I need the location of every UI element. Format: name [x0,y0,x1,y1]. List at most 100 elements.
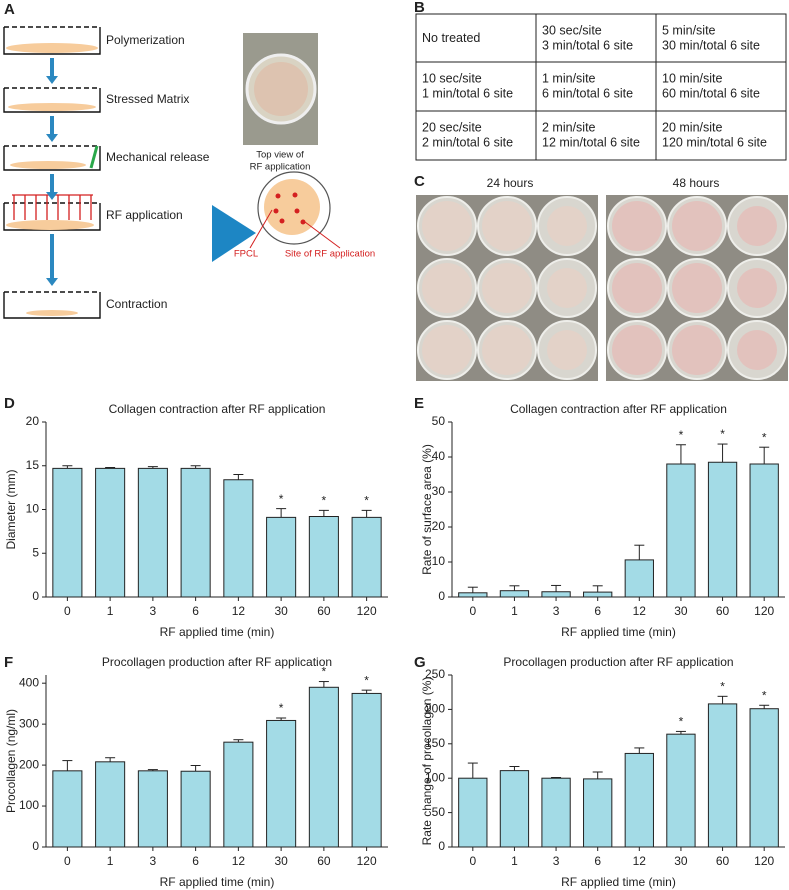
pointer-triangle [212,205,256,262]
table-cell-text: 2 min/site [542,120,596,134]
x-axis-label: RF applied time (min) [160,875,275,889]
y-tick-label: 100 [425,770,445,784]
significance-mark: * [720,427,725,441]
y-tick-label: 100 [19,798,39,812]
panel-label: G [414,654,426,671]
gel [547,268,587,308]
panel-label: B [414,0,425,16]
gel [422,201,472,251]
x-tick-label: 0 [64,604,71,618]
bar [458,592,488,598]
x-tick-label: 1 [511,604,518,618]
x-tick-label: 120 [754,854,774,868]
x-tick-label: 12 [232,854,246,868]
y-tick-label: 50 [432,805,446,819]
x-tick-label: 30 [274,854,288,868]
panel-label: A [4,1,15,18]
chart-title: Procollagen production after RF applicat… [102,655,332,669]
significance-mark: * [762,688,767,702]
significance-mark: * [364,494,369,508]
bar [266,516,297,598]
gel [482,325,532,375]
gel [672,263,722,313]
culture-photos [416,195,788,381]
significance-mark: * [279,492,284,506]
table-cell-text: 1 min/site [542,71,596,85]
gel [737,268,777,308]
x-tick-label: 6 [594,604,601,618]
step-label: Polymerization [106,33,185,47]
bar [499,590,530,598]
table-cell-text: 1 min/total 6 site [422,86,513,100]
step-label: Contraction [106,297,167,311]
step-label: Mechanical release [106,150,210,164]
fpcl-label: FPCL [234,249,258,260]
x-tick-label: 60 [317,604,331,618]
significance-mark: * [679,715,684,729]
y-tick-label: 200 [19,757,39,771]
y-tick-label: 150 [425,736,445,750]
significance-mark: * [720,679,725,693]
site-label: Site of RF application [285,249,375,260]
step-arrows [46,58,58,286]
dish [3,145,101,171]
bar [624,752,654,848]
x-tick-label: 60 [716,604,730,618]
y-tick-label: 20 [432,519,446,533]
x-tick-label: 30 [674,604,688,618]
table-cell-text: 20 min/site [662,120,722,134]
table-cell-text: 6 min/total 6 site [542,86,633,100]
bar [707,703,738,848]
bar [308,516,339,598]
y-tick-label: 0 [32,589,39,603]
y-tick-label: 300 [19,716,39,730]
bar [52,770,83,848]
gel [672,201,722,251]
bar [308,686,339,848]
gel [612,263,662,313]
x-tick-label: 0 [469,854,476,868]
x-axis-label: RF applied time (min) [561,875,676,889]
x-tick-label: 3 [150,854,157,868]
significance-mark: * [322,494,327,508]
x-tick-label: 1 [107,854,114,868]
y-tick-label: 20 [26,414,40,428]
y-tick-label: 10 [26,502,40,516]
significance-mark: * [762,430,767,444]
table-cell-text: 5 min/site [662,23,716,37]
x-axis-label: RF applied time (min) [561,625,676,639]
x-tick-label: 12 [633,604,647,618]
significance-mark: * [322,665,327,679]
bar [266,719,297,848]
bar [666,733,696,848]
bar [541,777,571,848]
gel [422,325,472,375]
dish [3,194,101,231]
bar [666,463,696,598]
x-tick-label: 6 [192,854,199,868]
bar [137,467,168,598]
significance-mark: * [364,673,369,687]
y-tick-label: 5 [32,545,39,559]
panel-label: E [414,395,424,412]
panel-label: D [4,395,15,412]
bar [499,770,530,848]
x-tick-label: 120 [357,604,377,618]
table-cell-text: 3 min/total 6 site [542,38,633,52]
x-tick-label: 12 [232,604,246,618]
photo-time-label: 48 hours [673,176,720,190]
x-tick-label: 6 [192,604,199,618]
bar [707,461,738,598]
bar [583,591,613,598]
y-axis-label: Rate of surface area (%) [420,444,434,575]
y-tick-label: 250 [425,667,445,681]
photo-time-label: 24 hours [487,176,534,190]
x-tick-label: 60 [716,854,730,868]
bar [180,467,211,598]
y-axis-label: Diameter (mm) [4,469,18,549]
bar [351,516,382,598]
gel [547,206,587,246]
bar [223,741,254,848]
panel-label: C [414,173,425,190]
